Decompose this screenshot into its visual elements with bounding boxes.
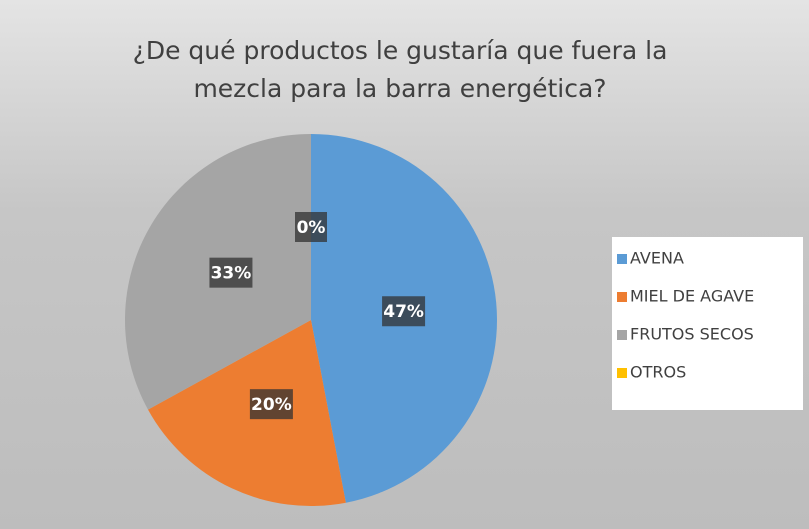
legend-label: OTROS bbox=[630, 363, 686, 382]
data-label: 0% bbox=[297, 218, 326, 238]
data-label: 20% bbox=[251, 395, 292, 415]
legend-label: MIEL DE AGAVE bbox=[630, 287, 754, 306]
data-label-box bbox=[209, 257, 253, 288]
legend-swatch bbox=[617, 368, 627, 378]
data-label: 47% bbox=[383, 302, 424, 322]
legend-swatch bbox=[617, 254, 627, 264]
legend-box bbox=[612, 237, 803, 410]
chart-title: ¿De qué productos le gustaría que fuera … bbox=[132, 36, 668, 103]
data-label: 33% bbox=[211, 264, 252, 284]
pie-slice bbox=[148, 320, 346, 506]
legend-label: AVENA bbox=[630, 249, 684, 268]
legend-swatch bbox=[617, 292, 627, 302]
data-label-box bbox=[295, 212, 327, 242]
legend-swatch bbox=[617, 330, 627, 340]
data-label-box bbox=[249, 389, 293, 420]
data-label-box bbox=[382, 296, 426, 327]
legend-label: FRUTOS SECOS bbox=[630, 325, 754, 344]
